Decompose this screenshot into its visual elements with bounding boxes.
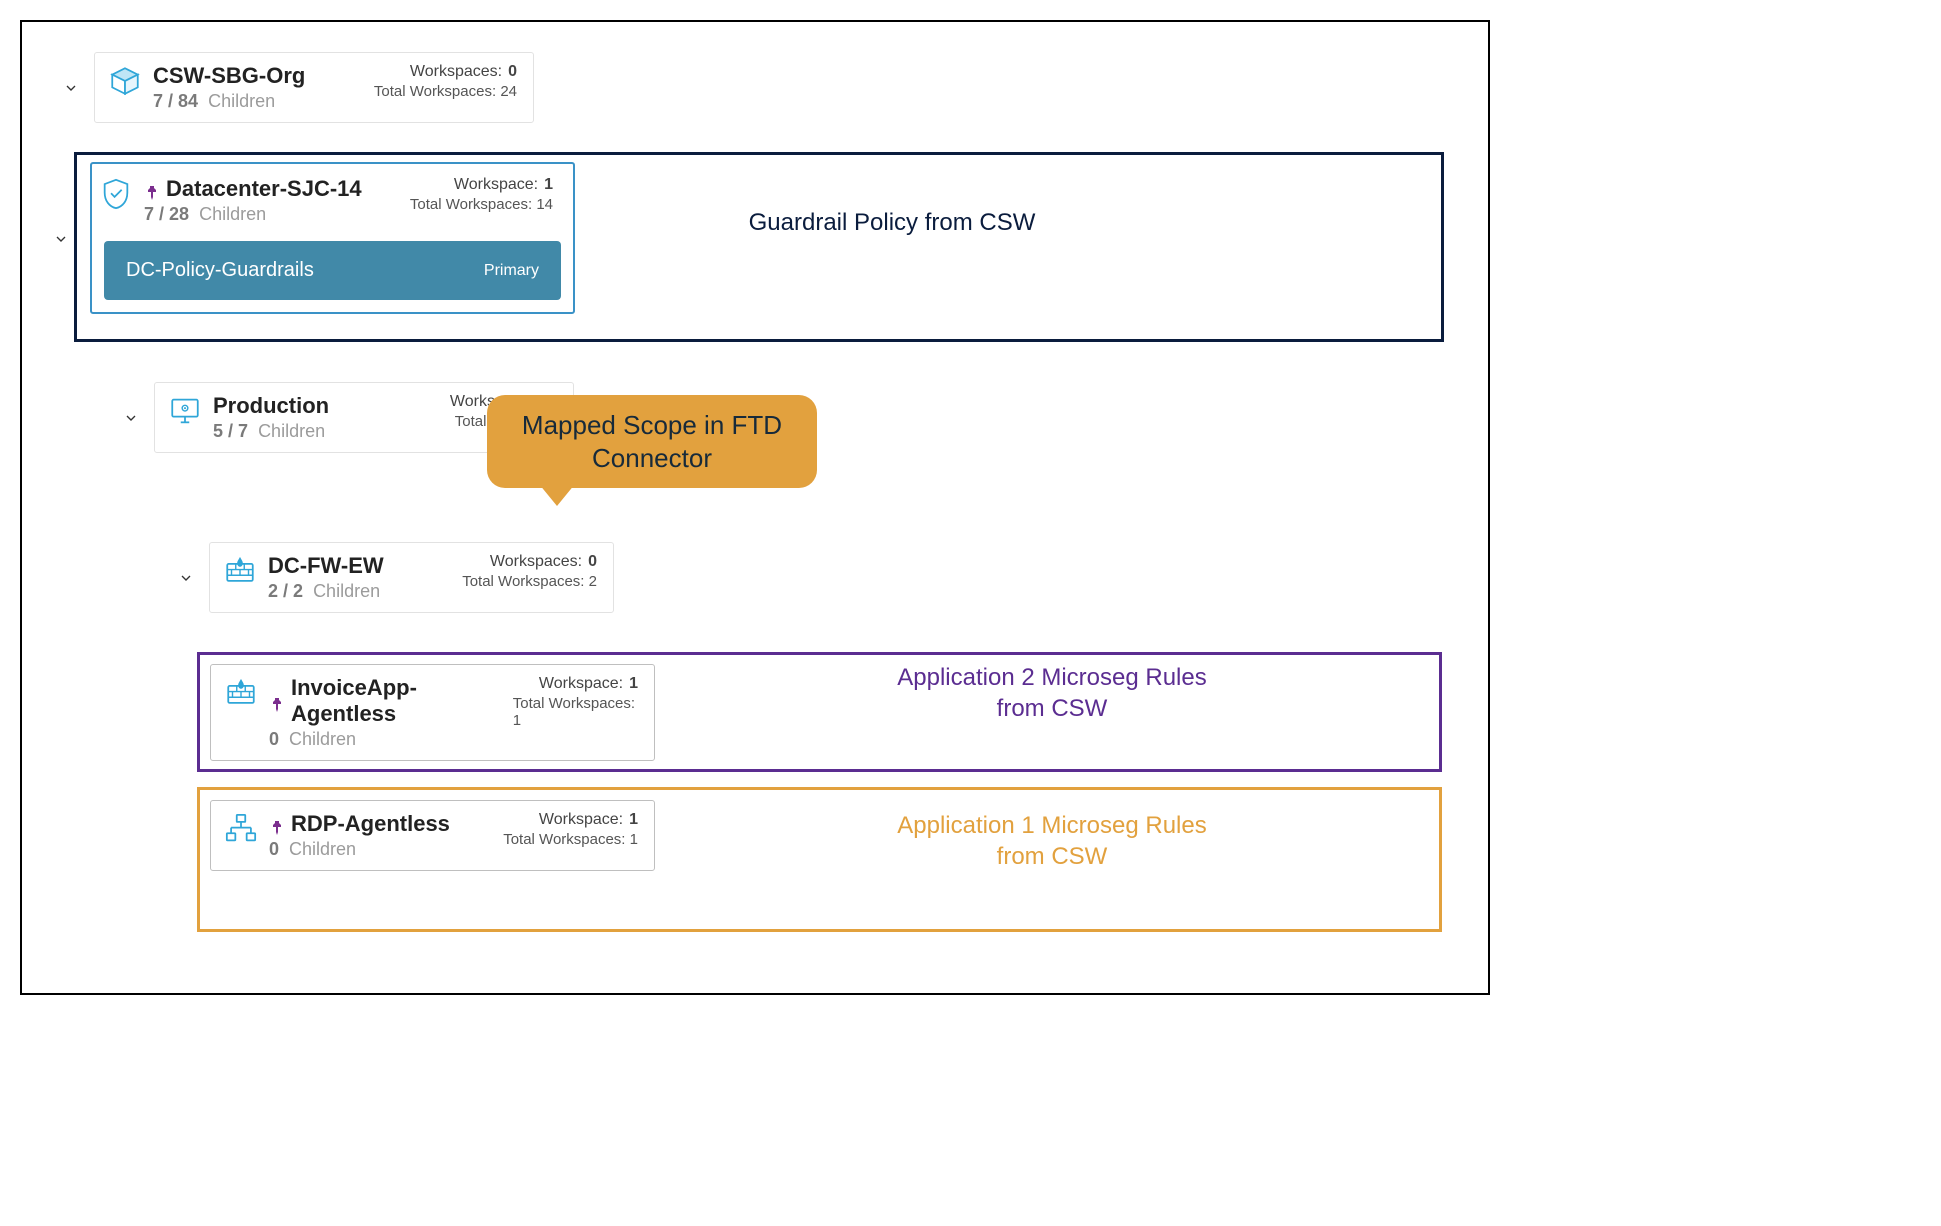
chevron-down-icon[interactable]	[62, 79, 80, 97]
network-icon	[223, 811, 259, 847]
invoiceapp-children: 0 Children	[269, 729, 501, 750]
pin-icon	[269, 816, 285, 832]
diagram-canvas: CSW-SBG-Org 7 / 84 Children Workspaces:0…	[20, 20, 1490, 995]
chevron-down-icon[interactable]	[52, 230, 70, 248]
pin-icon	[269, 693, 285, 709]
rdp-card[interactable]: RDP-Agentless 0 Children Workspace:1 Tot…	[210, 800, 655, 871]
app2-annotation-text: Application 2 Microseg Rules from CSW	[892, 662, 1212, 724]
firewall-icon	[223, 675, 259, 711]
policy-tag: Primary	[484, 262, 539, 280]
org-row: CSW-SBG-Org 7 / 84 Children Workspaces:0…	[62, 52, 534, 123]
datacenter-title: Datacenter-SJC-14	[166, 176, 362, 202]
app2-card-wrap: InvoiceApp-Agentless 0 Children Workspac…	[210, 664, 655, 761]
shield-icon	[98, 176, 134, 212]
org-title: CSW-SBG-Org	[153, 63, 305, 89]
fw-title: DC-FW-EW	[268, 553, 384, 579]
production-title: Production	[213, 393, 329, 419]
fw-card[interactable]: DC-FW-EW 2 / 2 Children Workspaces:0 Tot…	[209, 542, 614, 613]
invoiceapp-card[interactable]: InvoiceApp-Agentless 0 Children Workspac…	[210, 664, 655, 761]
guardrail-annotation-text: Guardrail Policy from CSW	[712, 207, 1072, 238]
production-children: 5 / 7 Children	[213, 421, 329, 442]
app1-card-wrap: RDP-Agentless 0 Children Workspace:1 Tot…	[210, 800, 655, 871]
datacenter-card[interactable]: Datacenter-SJC-14 7 / 28 Children Worksp…	[90, 162, 575, 314]
cube-icon	[107, 63, 143, 99]
mapped-scope-callout: Mapped Scope in FTD Connector	[487, 395, 817, 488]
monitor-icon	[167, 393, 203, 429]
chevron-down-icon[interactable]	[122, 409, 140, 427]
fw-children: 2 / 2 Children	[268, 581, 384, 602]
org-children: 7 / 84 Children	[153, 91, 305, 112]
invoiceapp-title: InvoiceApp-Agentless	[291, 675, 501, 727]
fw-row: DC-FW-EW 2 / 2 Children Workspaces:0 Tot…	[177, 542, 614, 613]
rdp-children: 0 Children	[269, 839, 450, 860]
policy-name: DC-Policy-Guardrails	[126, 259, 314, 282]
datacenter-children: 7 / 28 Children	[144, 204, 362, 225]
app1-annotation-text: Application 1 Microseg Rules from CSW	[892, 810, 1212, 872]
firewall-icon	[222, 553, 258, 589]
chevron-down-icon[interactable]	[177, 569, 195, 587]
pin-icon	[144, 181, 160, 197]
rdp-title: RDP-Agentless	[291, 811, 450, 837]
org-card[interactable]: CSW-SBG-Org 7 / 84 Children Workspaces:0…	[94, 52, 534, 123]
policy-pill[interactable]: DC-Policy-Guardrails Primary	[104, 241, 561, 300]
